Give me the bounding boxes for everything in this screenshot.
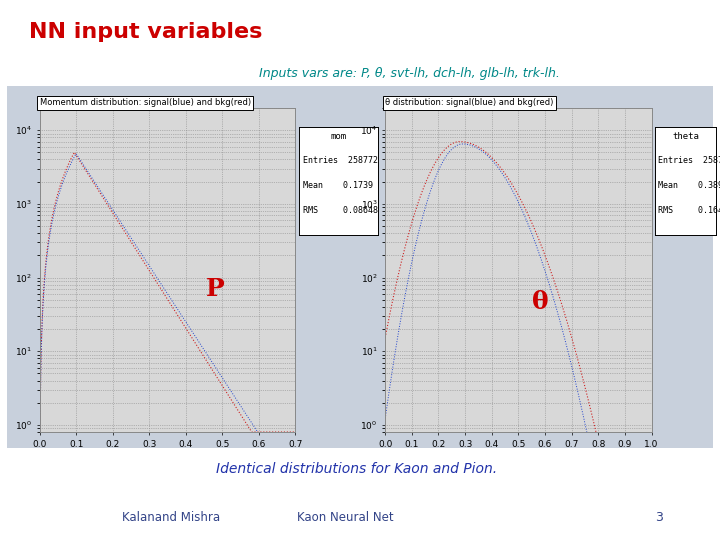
Text: Entries  258772: Entries 258772: [658, 156, 720, 165]
Text: Kalanand Mishra: Kalanand Mishra: [122, 511, 220, 524]
Text: Momentum distribution: signal(blue) and bkg(red): Momentum distribution: signal(blue) and …: [40, 98, 251, 107]
Text: Inputs vars are: P, θ, svt-lh, dch-lh, glb-lh, trk-lh.: Inputs vars are: P, θ, svt-lh, dch-lh, g…: [259, 68, 560, 80]
Text: θ distribution: signal(blue) and bkg(red): θ distribution: signal(blue) and bkg(red…: [385, 98, 554, 107]
Text: Identical distributions for Kaon and Pion.: Identical distributions for Kaon and Pio…: [216, 462, 497, 476]
Text: θ: θ: [531, 290, 549, 314]
Text: Kaon Neural Net: Kaon Neural Net: [297, 511, 394, 524]
Text: Mean    0.3891: Mean 0.3891: [658, 181, 720, 190]
Text: RMS     0.08648: RMS 0.08648: [302, 206, 378, 215]
Text: theta: theta: [672, 132, 699, 141]
Text: P: P: [206, 277, 225, 301]
Text: RMS     0.1643: RMS 0.1643: [658, 206, 720, 215]
Text: mom: mom: [330, 132, 346, 141]
Text: 3: 3: [655, 511, 663, 524]
Text: Entries  258772: Entries 258772: [302, 156, 378, 165]
Text: NN input variables: NN input variables: [29, 22, 262, 42]
Text: Mean    0.1739: Mean 0.1739: [302, 181, 373, 190]
